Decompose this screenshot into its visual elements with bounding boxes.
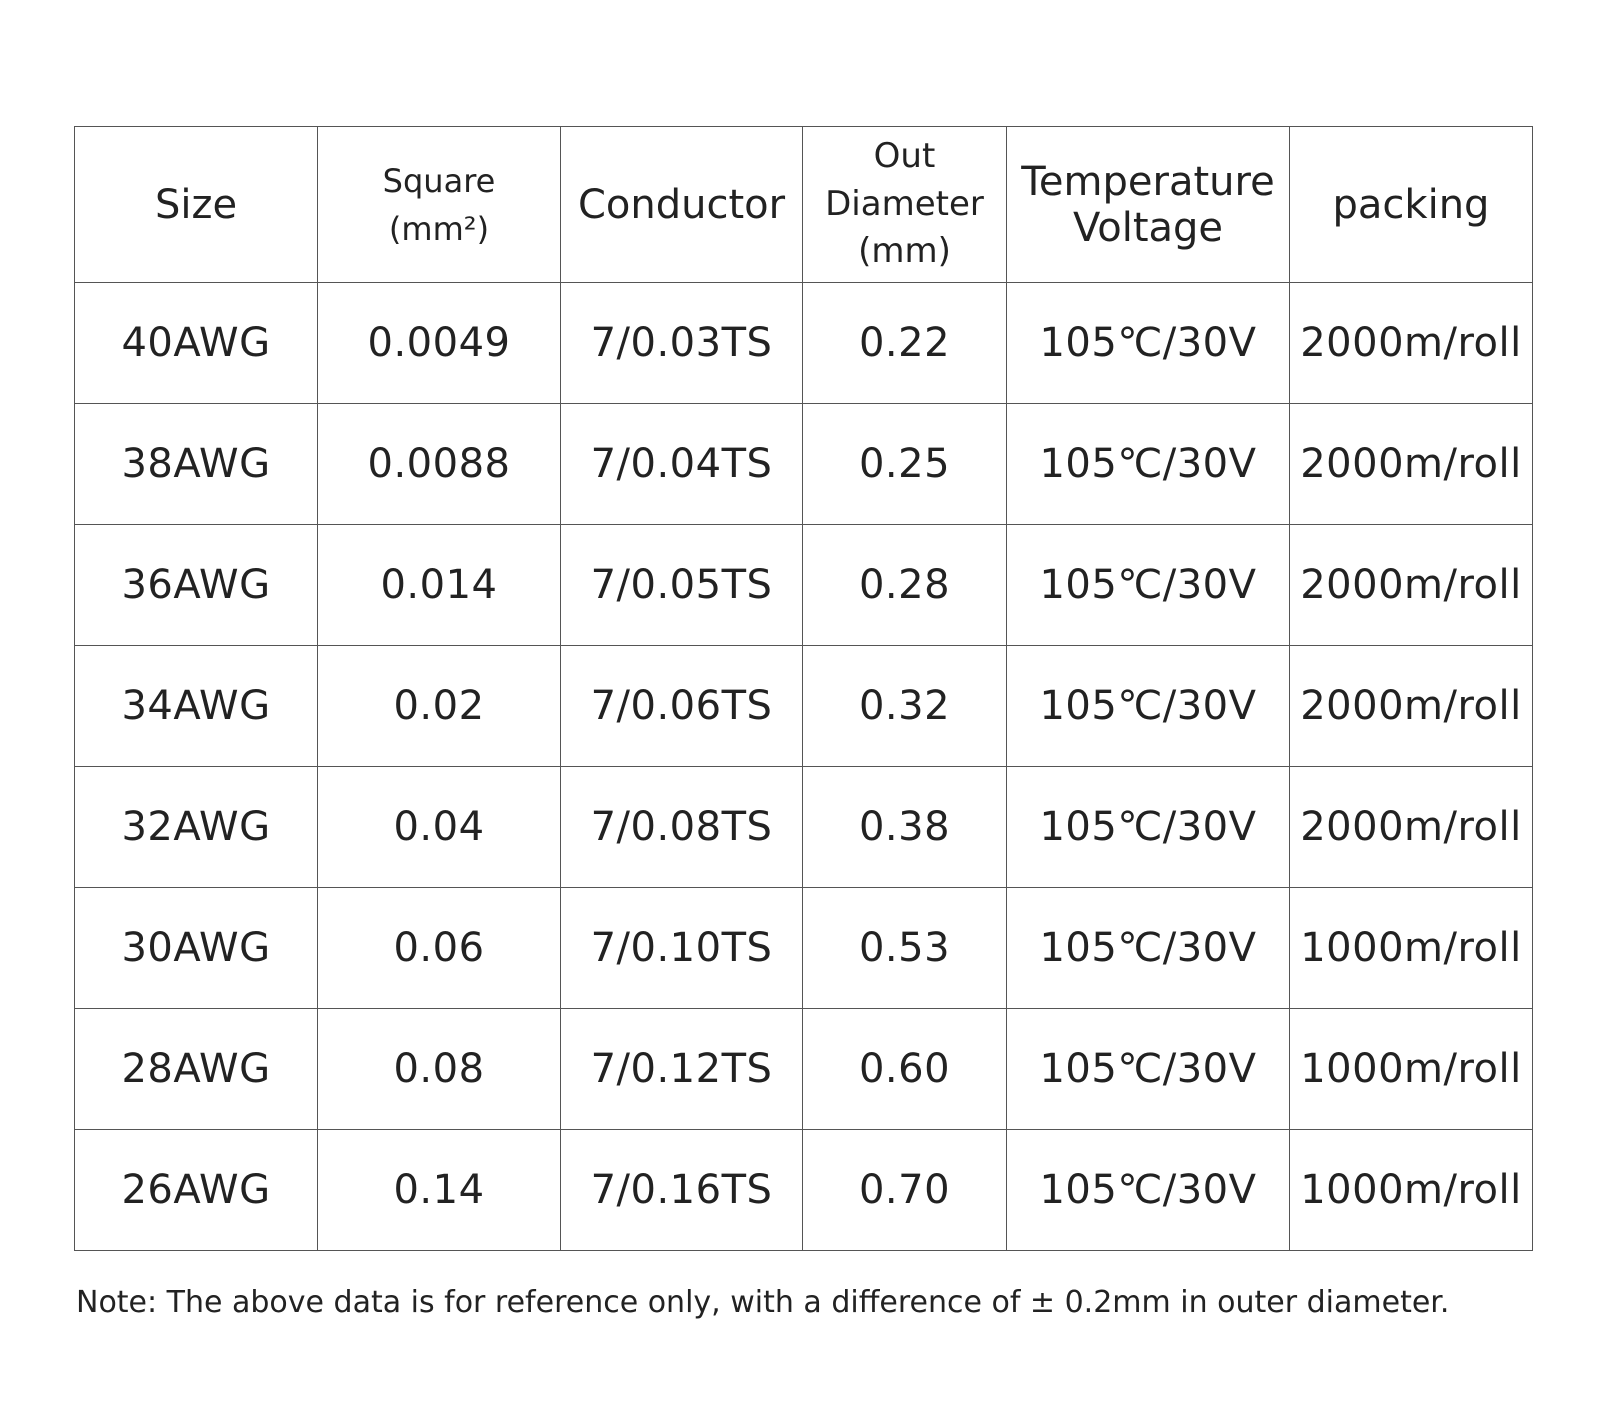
header-square-label: Square	[382, 161, 496, 200]
cell-size: 36AWG	[74, 524, 318, 646]
cell-square: 0.04	[317, 766, 561, 888]
cell-size: 30AWG	[74, 887, 318, 1009]
header-voltage-label: Voltage	[1072, 204, 1224, 251]
cell-out-diameter: 0.32	[802, 645, 1007, 767]
cell-square: 0.14	[317, 1129, 561, 1251]
header-row: Size Square (mm²) Conductor Out Diameter…	[74, 126, 1533, 283]
header-out-diameter-unit: (mm)	[858, 231, 951, 272]
header-temperature-label: Temperature	[1021, 158, 1275, 205]
cell-out-diameter: 0.38	[802, 766, 1007, 888]
cell-packing: 2000m/roll	[1289, 524, 1533, 646]
wire-spec-table: Size Square (mm²) Conductor Out Diameter…	[74, 126, 1533, 1251]
cell-square: 0.0088	[317, 403, 561, 525]
cell-conductor: 7/0.08TS	[560, 766, 803, 888]
table-row: 34AWG 0.02 7/0.06TS 0.32 105℃/30V 2000m/…	[74, 645, 1533, 767]
cell-size: 28AWG	[74, 1008, 318, 1130]
cell-conductor: 7/0.12TS	[560, 1008, 803, 1130]
table-row: 36AWG 0.014 7/0.05TS 0.28 105℃/30V 2000m…	[74, 524, 1533, 646]
cell-size: 32AWG	[74, 766, 318, 888]
cell-packing: 1000m/roll	[1289, 887, 1533, 1009]
cell-temperature-voltage: 105℃/30V	[1006, 887, 1290, 1009]
header-packing: packing	[1289, 126, 1533, 283]
cell-out-diameter: 0.22	[802, 282, 1007, 404]
cell-temperature-voltage: 105℃/30V	[1006, 524, 1290, 646]
cell-conductor: 7/0.03TS	[560, 282, 803, 404]
cell-square: 0.02	[317, 645, 561, 767]
cell-packing: 2000m/roll	[1289, 282, 1533, 404]
header-square-unit: (mm²)	[388, 209, 490, 248]
cell-square: 0.0049	[317, 282, 561, 404]
cell-temperature-voltage: 105℃/30V	[1006, 403, 1290, 525]
cell-temperature-voltage: 105℃/30V	[1006, 282, 1290, 404]
cell-conductor: 7/0.16TS	[560, 1129, 803, 1251]
cell-out-diameter: 0.25	[802, 403, 1007, 525]
header-out-diameter-line2: Diameter	[825, 183, 984, 224]
cell-conductor: 7/0.06TS	[560, 645, 803, 767]
cell-conductor: 7/0.10TS	[560, 887, 803, 1009]
header-out-diameter-line1: Out	[873, 136, 936, 177]
table-row: 30AWG 0.06 7/0.10TS 0.53 105℃/30V 1000m/…	[74, 887, 1533, 1009]
cell-out-diameter: 0.53	[802, 887, 1007, 1009]
cell-square: 0.06	[317, 887, 561, 1009]
cell-conductor: 7/0.05TS	[560, 524, 803, 646]
cell-out-diameter: 0.60	[802, 1008, 1007, 1130]
cell-size: 34AWG	[74, 645, 318, 767]
table-header: Size Square (mm²) Conductor Out Diameter…	[74, 126, 1533, 283]
cell-square: 0.014	[317, 524, 561, 646]
cell-packing: 2000m/roll	[1289, 645, 1533, 767]
table-row: 26AWG 0.14 7/0.16TS 0.70 105℃/30V 1000m/…	[74, 1129, 1533, 1251]
header-out-diameter: Out Diameter (mm)	[802, 126, 1007, 283]
table-row: 28AWG 0.08 7/0.12TS 0.60 105℃/30V 1000m/…	[74, 1008, 1533, 1130]
cell-packing: 1000m/roll	[1289, 1129, 1533, 1251]
header-square: Square (mm²)	[317, 126, 561, 283]
header-temperature-voltage: Temperature Voltage	[1006, 126, 1290, 283]
reference-note: Note: The above data is for reference on…	[76, 1285, 1450, 1320]
table-row: 38AWG 0.0088 7/0.04TS 0.25 105℃/30V 2000…	[74, 403, 1533, 525]
table-row: 40AWG 0.0049 7/0.03TS 0.22 105℃/30V 2000…	[74, 282, 1533, 404]
cell-size: 38AWG	[74, 403, 318, 525]
cell-size: 26AWG	[74, 1129, 318, 1251]
cell-conductor: 7/0.04TS	[560, 403, 803, 525]
cell-packing: 2000m/roll	[1289, 403, 1533, 525]
table-row: 32AWG 0.04 7/0.08TS 0.38 105℃/30V 2000m/…	[74, 766, 1533, 888]
cell-size: 40AWG	[74, 282, 318, 404]
cell-temperature-voltage: 105℃/30V	[1006, 645, 1290, 767]
cell-packing: 2000m/roll	[1289, 766, 1533, 888]
cell-temperature-voltage: 105℃/30V	[1006, 766, 1290, 888]
cell-packing: 1000m/roll	[1289, 1008, 1533, 1130]
cell-temperature-voltage: 105℃/30V	[1006, 1129, 1290, 1251]
table-body: 40AWG 0.0049 7/0.03TS 0.22 105℃/30V 2000…	[74, 282, 1533, 1251]
cell-temperature-voltage: 105℃/30V	[1006, 1008, 1290, 1130]
cell-square: 0.08	[317, 1008, 561, 1130]
header-size: Size	[74, 126, 318, 283]
cell-out-diameter: 0.70	[802, 1129, 1007, 1251]
header-conductor: Conductor	[560, 126, 803, 283]
cell-out-diameter: 0.28	[802, 524, 1007, 646]
